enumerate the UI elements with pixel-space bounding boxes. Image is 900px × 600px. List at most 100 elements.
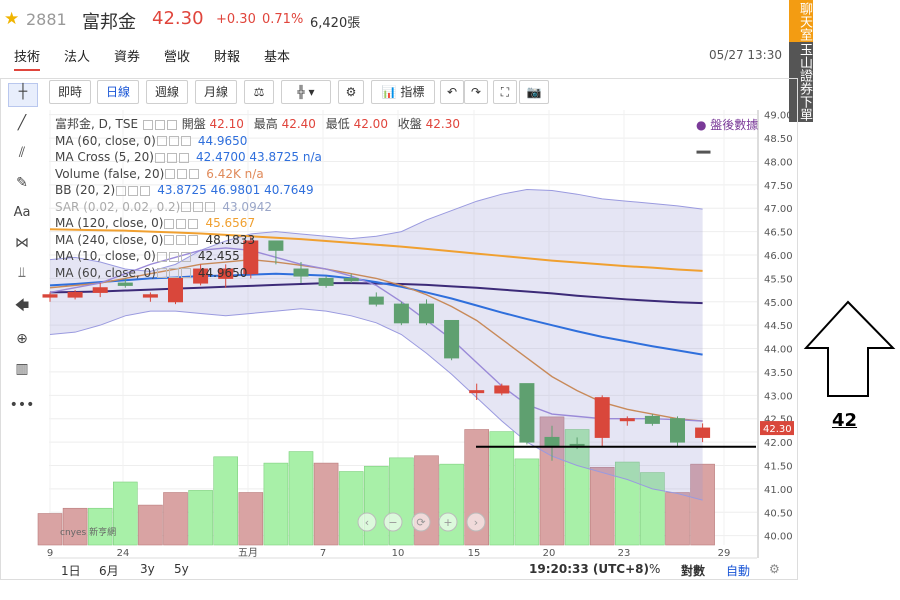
legend-row-control-icon[interactable] [166, 152, 177, 163]
tab-financials[interactable]: 財報 [214, 50, 241, 65]
legend-row-control-icon[interactable] [128, 185, 139, 196]
candle-style-dropdown[interactable]: ╬ ▾ [281, 80, 331, 104]
legend-row-control-icon[interactable] [168, 251, 179, 262]
trendline-icon[interactable]: ╱ [17, 115, 27, 131]
legend-settings-icon[interactable] [154, 119, 165, 130]
legend-row-control-icon[interactable] [168, 136, 179, 146]
tab-institutional[interactable]: 法人 [64, 50, 91, 65]
legend-row-control-icon[interactable] [156, 251, 167, 262]
scroll-right-icon-glyph: › [474, 516, 478, 529]
brush-icon[interactable]: ✎ [16, 175, 28, 191]
legend-row-control-icon[interactable] [188, 235, 199, 245]
stock-price: 42.30 [152, 8, 204, 29]
camera-icon[interactable]: 📷 [519, 80, 549, 104]
undo-icon[interactable]: ↶ [440, 80, 464, 104]
tab-basic[interactable]: 基本 [264, 50, 291, 65]
tab-margin[interactable]: 資券 [114, 50, 141, 65]
legend-row-control-icon[interactable] [177, 169, 188, 179]
legend-row-control-icon[interactable] [164, 235, 175, 245]
range-1d[interactable]: 1日 [61, 564, 81, 578]
legend-row-values: 44.9650 [197, 133, 248, 148]
legend-row-control-icon[interactable] [140, 185, 151, 196]
legend-row-name: MA (120, close, 0) [55, 216, 164, 230]
legend-row-control-icon[interactable] [205, 202, 216, 212]
text-tool-icon[interactable]: Aa [13, 205, 31, 220]
broker-order-button[interactable]: 玉山證券下單 [789, 42, 813, 122]
legend-row: Volume (false, 20) 6.42K n/a [55, 166, 466, 183]
after-hours-label[interactable]: ● 盤後數據 [696, 118, 759, 132]
y-tick-label: 40.00 [764, 532, 793, 543]
legend-row-control-icon[interactable] [156, 268, 167, 278]
legend-row-control-icon[interactable] [164, 218, 175, 229]
legend-row-name: MA Cross (5, 20) [55, 150, 154, 164]
legend-row-control-icon[interactable] [165, 169, 176, 179]
range-6m[interactable]: 6月 [99, 564, 119, 578]
daily-button[interactable]: 日線 [97, 80, 139, 104]
range-5y[interactable]: 5y [174, 562, 189, 576]
last-price-label: 42.30 [763, 424, 792, 435]
legend-row-control-icon[interactable] [156, 136, 167, 146]
legend-row-control-icon[interactable] [180, 268, 191, 278]
percent-scale-toggle[interactable]: % [649, 562, 661, 576]
y-tick-label: 48.50 [764, 134, 793, 145]
auto-scale-toggle[interactable]: 自動 [726, 564, 751, 578]
candle-body [193, 268, 209, 284]
legend-row-name: MA (60, close, 0) [55, 133, 156, 148]
tab-revenue[interactable]: 營收 [164, 50, 191, 65]
intraday-button[interactable]: 即時 [49, 80, 91, 104]
ruler-icon[interactable]: ▥ [15, 361, 29, 377]
range-3y[interactable]: 3y [140, 562, 155, 576]
weekly-button[interactable]: 週線 [146, 80, 188, 104]
open-label: 開盤 [181, 117, 206, 131]
y-tick-label: 42.50 [764, 415, 793, 426]
more-dots-icon[interactable]: ••• [9, 397, 35, 413]
legend-row-control-icon[interactable] [176, 235, 187, 245]
volume-bar [589, 466, 615, 546]
pattern-icon[interactable]: ⋈ [15, 235, 29, 251]
back-arrow-icon[interactable]: 🡄 [14, 298, 30, 314]
zoom-reset-icon[interactable] [411, 512, 431, 532]
legend-row-control-icon[interactable] [180, 251, 191, 262]
legend-close-icon[interactable] [166, 119, 177, 130]
legend-row-control-icon[interactable] [178, 152, 189, 163]
zoom-out-icon[interactable] [383, 512, 403, 532]
compare-scale-icon[interactable]: ⚖ [244, 80, 274, 104]
redo-icon[interactable]: ↷ [464, 80, 488, 104]
tab-technical[interactable]: 技術 [14, 46, 41, 71]
settings-gear-icon[interactable]: ⚙ [338, 80, 364, 104]
candle-body [92, 287, 108, 293]
measure-icon[interactable]: ⫫ [18, 265, 26, 281]
scroll-left-icon[interactable] [357, 512, 377, 532]
fib-tool-icon[interactable]: ⫽ [18, 145, 26, 161]
legend-row-control-icon[interactable] [168, 268, 179, 278]
zoom-in-icon[interactable]: ⊕ [16, 331, 28, 347]
indicators-button[interactable]: 📊 指標 [371, 80, 435, 104]
fullscreen-icon[interactable]: ⛶ [493, 80, 517, 104]
trade-volume: 6,420張 [310, 16, 361, 31]
legend-row-control-icon[interactable] [176, 218, 187, 229]
log-scale-toggle[interactable]: 對數 [681, 564, 706, 578]
legend-row-control-icon[interactable] [189, 169, 200, 179]
legend-row-control-icon[interactable] [180, 136, 191, 146]
crosshair-icon[interactable]: ┼ [8, 83, 38, 107]
candle-body [368, 296, 384, 305]
scroll-right-icon[interactable] [466, 512, 486, 532]
legend-eye-icon[interactable] [142, 119, 153, 130]
open-value: 42.10 [209, 117, 244, 131]
legend-row-values: 48.1833 [205, 232, 256, 247]
legend-row-control-icon[interactable] [181, 202, 192, 212]
zoom-plus-icon[interactable] [438, 512, 458, 532]
monthly-button[interactable]: 月線 [195, 80, 237, 104]
legend-indicator-rows: MA (60, close, 0) 44.9650 MA Cross (5, 20)… [55, 133, 466, 282]
legend-row-control-icon[interactable] [193, 202, 204, 212]
chart-legend: 富邦金, D, TSE 開盤 42.10 最高 42.40 最低 42.00 收… [55, 116, 466, 281]
chat-room-button[interactable]: 聊天室 [789, 0, 813, 42]
legend-row-control-icon[interactable] [154, 152, 165, 163]
legend-row: MA (60, close, 0) 44.9650 [55, 133, 466, 150]
legend-row-control-icon[interactable] [116, 185, 127, 196]
legend-row-control-icon[interactable] [188, 218, 199, 229]
volume-bar [238, 492, 264, 546]
favorite-star-icon[interactable]: ★ [4, 9, 20, 29]
scale-settings-icon[interactable]: ⚙ [769, 562, 780, 576]
